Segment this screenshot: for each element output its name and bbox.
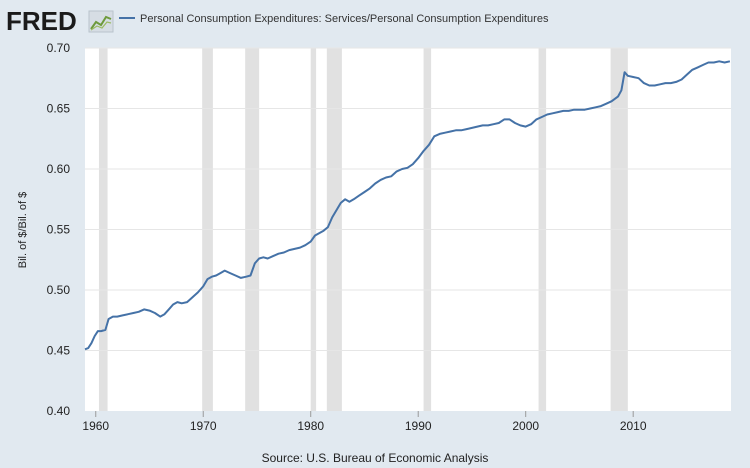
y-tick-label: 0.55: [47, 223, 71, 237]
fred-logo[interactable]: FRED: [6, 6, 114, 36]
y-tick-label: 0.70: [47, 41, 71, 55]
source-note: Source: U.S. Bureau of Economic Analysis: [262, 451, 489, 465]
y-axis-title: Bil. of $/Bil. of $: [17, 192, 29, 268]
y-axis-ticks: 0.40 0.45 0.50 0.55 0.60 0.65 0.70: [47, 41, 71, 418]
series-line: [84, 60, 731, 351]
x-tick-label: 2010: [620, 419, 647, 433]
x-axis-ticks: 1960 1970 1980 1990 2000 2010: [82, 411, 647, 433]
y-tick-label: 0.60: [47, 162, 71, 176]
line-chart-icon: [88, 10, 114, 33]
y-tick-label: 0.45: [47, 344, 71, 358]
legend-label: Personal Consumption Expenditures: Servi…: [140, 13, 549, 25]
series-layer: [84, 60, 731, 351]
x-tick-label: 1960: [82, 419, 109, 433]
legend: Personal Consumption Expenditures: Servi…: [119, 13, 549, 25]
x-tick-label: 2000: [512, 419, 539, 433]
y-tick-label: 0.40: [47, 404, 71, 418]
x-tick-label: 1970: [190, 419, 217, 433]
x-tick-label: 1980: [297, 419, 324, 433]
fred-logo-text: FRED: [6, 6, 77, 36]
gridlines: [85, 47, 731, 351]
y-tick-label: 0.50: [47, 283, 71, 297]
x-tick-label: 1990: [405, 419, 432, 433]
y-tick-label: 0.65: [47, 102, 71, 116]
